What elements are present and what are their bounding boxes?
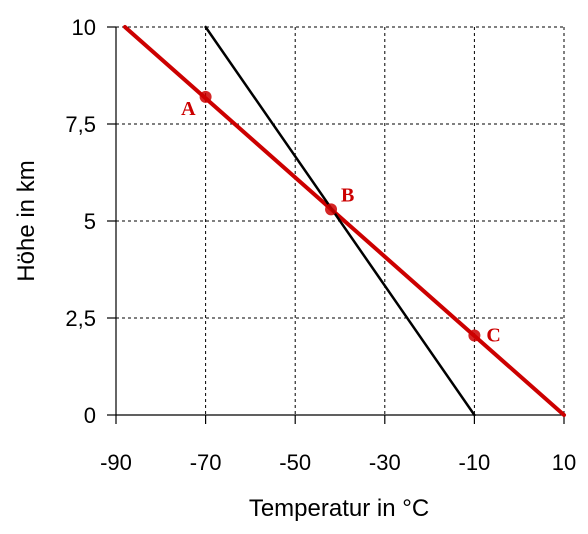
- y-tick-label: 5: [84, 209, 96, 234]
- point-label-a: A: [181, 98, 196, 120]
- x-tick-label: -90: [100, 450, 132, 475]
- point-label-c: C: [486, 324, 500, 346]
- y-tick-label: 0: [84, 403, 96, 428]
- data-point-b: [325, 203, 338, 216]
- x-tick-label: 10: [552, 450, 576, 475]
- point-label-b: B: [341, 184, 354, 206]
- x-tick-label: -30: [369, 450, 401, 475]
- series-line-red: [122, 25, 566, 417]
- y-axis-title: Höhe in km: [13, 160, 40, 281]
- x-tick-label: -50: [279, 450, 311, 475]
- data-point-a: [199, 90, 212, 103]
- y-tick-label: 10: [72, 15, 96, 40]
- x-tick-label: -70: [190, 450, 222, 475]
- y-tick-label: 7,5: [65, 112, 96, 137]
- series-line-black: [204, 25, 476, 417]
- y-tick-label: 2,5: [65, 306, 96, 331]
- axes: [107, 26, 565, 424]
- tick-labels: 0 2,5 5 7,5 10 -90 -70 -50 -30 -10 10: [65, 15, 576, 475]
- points-group: A B C: [181, 90, 501, 346]
- data-point-c: [468, 329, 481, 342]
- x-tick-label: -10: [459, 450, 491, 475]
- x-axis-title: Temperatur in °C: [249, 495, 429, 522]
- series-group: [122, 25, 566, 417]
